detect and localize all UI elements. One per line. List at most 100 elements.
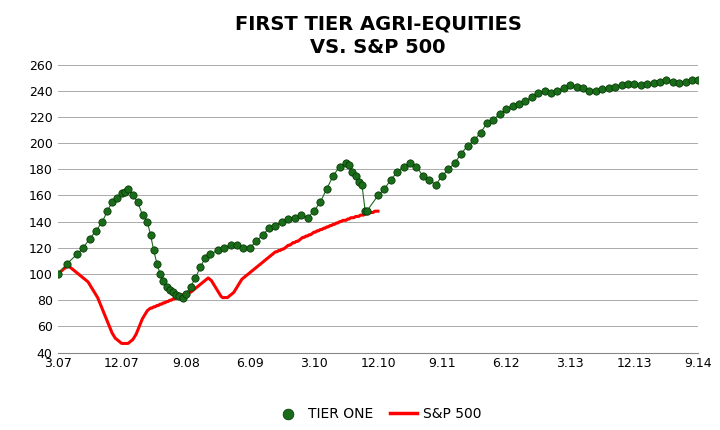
Point xyxy=(132,199,143,206)
Point xyxy=(436,172,448,179)
Point xyxy=(539,87,550,94)
Point xyxy=(487,116,499,123)
Point xyxy=(257,231,269,238)
Point xyxy=(199,255,211,262)
Point xyxy=(334,163,346,170)
Point xyxy=(308,208,320,215)
Point xyxy=(102,208,113,215)
Point xyxy=(194,264,206,271)
Point xyxy=(218,244,230,251)
Point xyxy=(154,270,166,277)
Point xyxy=(680,78,691,85)
Point xyxy=(552,87,563,94)
Point xyxy=(346,169,358,175)
Point xyxy=(449,159,461,166)
Point xyxy=(84,235,95,242)
Point xyxy=(350,172,361,179)
Legend: TIER ONE, S&P 500: TIER ONE, S&P 500 xyxy=(269,401,487,426)
Point xyxy=(185,284,197,291)
Point xyxy=(577,85,589,92)
Point xyxy=(379,185,390,192)
Point xyxy=(443,166,454,173)
Point xyxy=(52,270,63,277)
Point xyxy=(161,284,172,291)
Point xyxy=(392,169,403,175)
Point xyxy=(343,162,355,169)
Point xyxy=(341,159,352,166)
Point xyxy=(398,163,410,170)
Point xyxy=(189,274,201,281)
Point xyxy=(571,83,582,90)
Point xyxy=(167,289,179,296)
Point xyxy=(481,120,492,127)
Point xyxy=(693,77,704,84)
Point xyxy=(513,100,525,107)
Point xyxy=(584,87,595,94)
Point xyxy=(385,176,397,183)
Point xyxy=(469,137,480,144)
Point xyxy=(494,111,505,118)
Point xyxy=(171,292,182,298)
Point xyxy=(361,208,372,215)
Point xyxy=(635,82,647,89)
Point xyxy=(661,77,672,84)
Point xyxy=(667,78,678,85)
Point xyxy=(164,286,176,293)
Point xyxy=(532,90,544,97)
Point xyxy=(148,247,160,254)
Point xyxy=(244,244,256,251)
Point xyxy=(145,231,156,238)
Point xyxy=(276,218,288,225)
Point xyxy=(356,181,368,188)
Point xyxy=(423,176,435,183)
Point xyxy=(405,159,416,166)
Point xyxy=(558,85,570,92)
Point xyxy=(204,251,215,258)
Point xyxy=(142,218,153,225)
Point xyxy=(212,247,223,254)
Point xyxy=(545,90,557,97)
Point xyxy=(151,260,163,267)
Point xyxy=(520,98,531,104)
Point xyxy=(289,214,300,221)
Point xyxy=(282,215,294,222)
Point xyxy=(137,212,148,218)
Point xyxy=(474,129,486,136)
Point xyxy=(642,81,653,88)
Point xyxy=(629,81,640,88)
Point xyxy=(673,80,685,86)
Point xyxy=(359,208,371,215)
Point xyxy=(238,244,249,251)
Point xyxy=(654,78,666,85)
Point xyxy=(264,225,275,232)
Point xyxy=(321,185,333,192)
Point xyxy=(231,242,243,249)
Point xyxy=(90,227,102,234)
Point xyxy=(622,81,634,88)
Point xyxy=(430,181,441,188)
Point xyxy=(417,172,428,179)
Point xyxy=(295,212,307,218)
Point xyxy=(590,87,602,94)
Point xyxy=(603,85,614,92)
Point xyxy=(119,188,130,195)
Point xyxy=(107,199,118,206)
Point xyxy=(410,163,422,170)
Point xyxy=(648,80,660,86)
Point xyxy=(328,172,339,179)
Point xyxy=(174,293,185,300)
Point xyxy=(180,290,192,297)
Point xyxy=(71,251,83,258)
Point xyxy=(177,294,189,301)
Point xyxy=(353,179,364,186)
Point xyxy=(596,86,608,93)
Point xyxy=(270,222,282,229)
Point xyxy=(462,142,474,149)
Point xyxy=(158,277,169,284)
Point xyxy=(111,195,122,202)
Point xyxy=(564,82,576,89)
Point xyxy=(96,218,108,225)
Point xyxy=(61,260,73,267)
Point xyxy=(686,77,698,84)
Point xyxy=(315,199,326,206)
